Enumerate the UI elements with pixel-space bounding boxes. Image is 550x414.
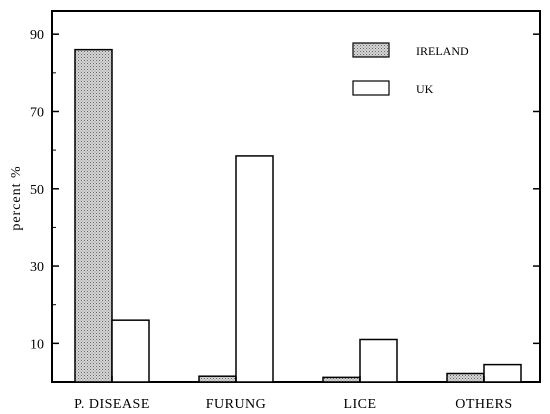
y-tick-label: 70 xyxy=(30,105,44,120)
y-tick-label: 90 xyxy=(30,28,44,43)
x-category-label: P. DISEASE xyxy=(74,397,150,412)
bar-uk-1 xyxy=(235,155,274,383)
bar-ireland-2 xyxy=(322,376,361,383)
legend: IRELAND UK xyxy=(352,42,469,96)
bars xyxy=(74,48,522,383)
y-tick-label: 10 xyxy=(30,337,44,352)
legend-label-ireland: IRELAND xyxy=(416,44,469,58)
bar-uk-2 xyxy=(359,338,398,383)
bar-ireland-3 xyxy=(446,372,485,383)
x-category-label: FURUNG xyxy=(206,397,267,412)
y-tick-label: 50 xyxy=(30,183,44,198)
y-tick-label: 30 xyxy=(30,260,44,275)
x-category-label: LICE xyxy=(343,397,376,412)
bar-uk-3 xyxy=(483,363,522,383)
legend-label-uk: UK xyxy=(416,82,434,96)
x-category-label: OTHERS xyxy=(455,397,512,412)
legend-swatch-ireland xyxy=(352,42,390,58)
legend-swatch-uk xyxy=(352,80,390,96)
bar-ireland-0 xyxy=(74,48,113,383)
y-axis: 10 30 50 70 90 xyxy=(30,28,540,352)
plot-frame xyxy=(51,10,541,383)
bar-uk-0 xyxy=(111,319,150,383)
x-axis: P. DISEASE FURUNG LICE OTHERS xyxy=(74,376,512,412)
y-axis-title: percent % xyxy=(9,165,24,230)
bar-ireland-1 xyxy=(198,375,237,383)
